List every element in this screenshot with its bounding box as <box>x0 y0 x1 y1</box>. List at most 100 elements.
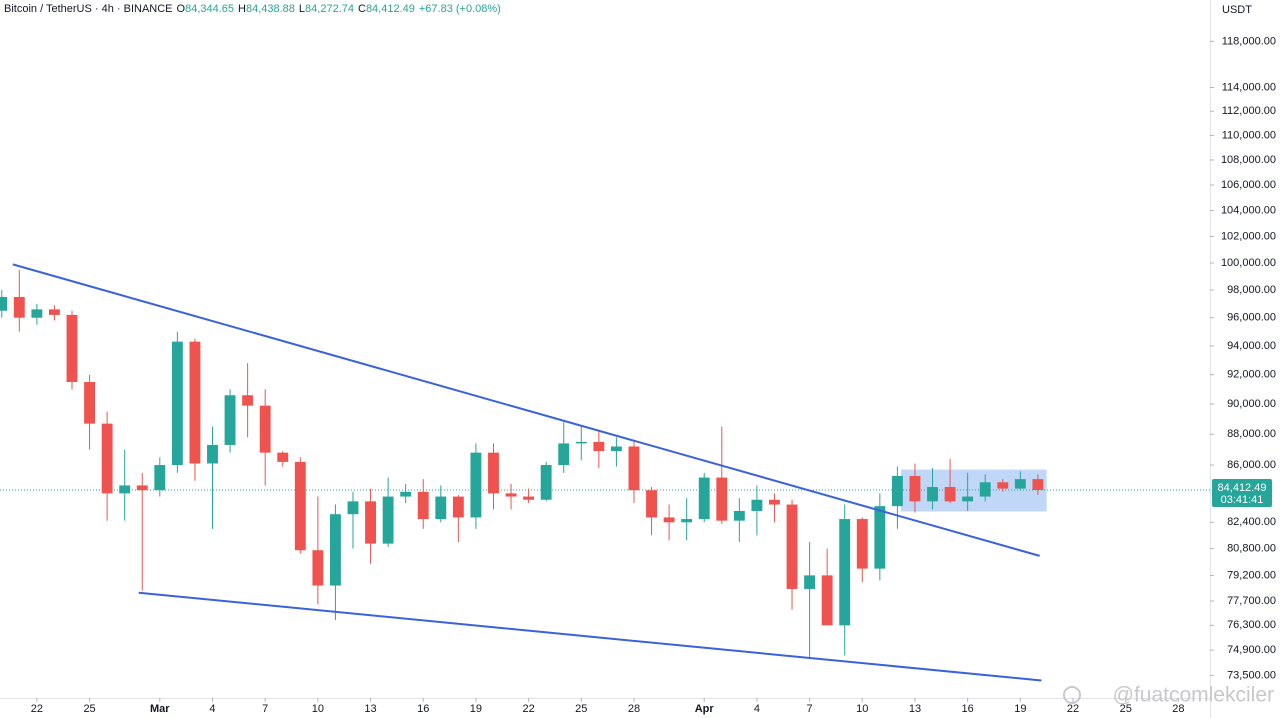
y-tick-label: 112,000.00 <box>1222 105 1276 117</box>
currency: USDT <box>1222 4 1252 16</box>
x-tick-label: Apr <box>695 703 715 715</box>
x-tick-label: 28 <box>1172 703 1184 715</box>
y-tick-label: 80,800.00 <box>1227 542 1276 554</box>
candle-body <box>382 496 394 544</box>
y-tick-label: 92,000.00 <box>1227 369 1276 381</box>
candle-body <box>891 475 903 507</box>
candle-body <box>769 499 780 505</box>
candle-body <box>189 341 201 464</box>
candle-body <box>154 465 166 491</box>
candle-body <box>435 496 447 520</box>
y-tick-label: 96,000.00 <box>1227 312 1276 324</box>
ohlc-value: 84,412.49 <box>366 3 415 15</box>
y-tick-label: 98,000.00 <box>1227 284 1276 296</box>
candle-body <box>909 475 921 502</box>
candle-body <box>558 443 570 466</box>
candle-body <box>365 501 376 544</box>
candle-body <box>136 485 148 491</box>
candle-body <box>1014 479 1026 489</box>
x-tick-label: 22 <box>31 703 43 715</box>
price-label: 84,412.49 <box>1218 482 1267 494</box>
candle-body <box>505 493 517 497</box>
y-tick-label: 73,500.00 <box>1227 669 1276 681</box>
y-tick-label: 118,000.00 <box>1222 35 1276 47</box>
x-tick-label: 10 <box>312 703 324 715</box>
y-tick-label: 74,900.00 <box>1227 644 1276 656</box>
candle-body <box>944 487 956 502</box>
ohlc-value: 84,344.65 <box>185 3 234 15</box>
candle-body <box>804 575 816 589</box>
y-tick-label: 90,000.00 <box>1227 398 1276 410</box>
y-tick-label: 110,000.00 <box>1222 129 1276 141</box>
candle-body <box>698 477 710 520</box>
countdown: 03:41:41 <box>1221 494 1264 506</box>
trendline <box>12 263 1040 557</box>
candle-body <box>628 446 640 491</box>
candle-body <box>927 487 938 502</box>
x-tick-label: 13 <box>909 703 921 715</box>
legend: Bitcoin / TetherUS · 4h · BINANCE O84,344… <box>4 3 501 15</box>
candle-body <box>312 550 324 586</box>
candle-body <box>470 452 482 518</box>
candle-body <box>839 519 851 626</box>
candle-body <box>488 452 499 494</box>
y-tick-label: 102,000.00 <box>1221 230 1276 242</box>
y-tick-label: 114,000.00 <box>1222 81 1276 93</box>
candle-body <box>593 441 605 452</box>
candle-body <box>101 423 113 494</box>
ohlc-key: H <box>238 3 246 15</box>
candle-body <box>119 485 131 494</box>
watermark-icon <box>1063 686 1081 704</box>
candle-body <box>66 314 78 383</box>
y-tick-label: 94,000.00 <box>1227 340 1276 352</box>
y-tick-label: 88,000.00 <box>1227 428 1276 440</box>
x-tick-label: 19 <box>470 703 482 715</box>
candle-body <box>417 491 429 520</box>
ohlc-value: 84,272.74 <box>305 3 354 15</box>
candle-body <box>347 501 359 515</box>
x-tick-label: 4 <box>209 703 215 715</box>
ohlc-key: L <box>299 3 305 15</box>
y-tick-label: 76,300.00 <box>1227 619 1276 631</box>
watermark: @fuatcomlekciler <box>1113 684 1274 707</box>
candle-body <box>13 296 25 318</box>
y-tick-label: 82,400.00 <box>1227 516 1276 528</box>
x-tick-label: 16 <box>962 703 974 715</box>
candle-body <box>452 496 464 518</box>
y-tick-label: 104,000.00 <box>1221 204 1276 216</box>
candle-body <box>610 446 622 452</box>
ohlc-key: O <box>177 3 186 15</box>
candle-body <box>523 496 535 500</box>
price-label-box <box>1212 478 1272 507</box>
candle-body <box>856 519 868 569</box>
candle-body <box>962 496 974 502</box>
candle-body <box>277 452 289 462</box>
candle-body <box>874 506 886 569</box>
trendline <box>138 591 1042 682</box>
candle-body <box>821 575 833 626</box>
x-tick-label: 16 <box>417 703 429 715</box>
x-tick-label: 25 <box>83 703 95 715</box>
y-tick-label: 79,200.00 <box>1227 569 1276 581</box>
ohlc-value: 84,438.88 <box>246 3 295 15</box>
x-tick-label: 7 <box>262 703 268 715</box>
x-tick-label: 28 <box>628 703 640 715</box>
candle-body <box>224 395 236 445</box>
candle-body <box>681 519 693 523</box>
x-tick-label: 19 <box>1014 703 1026 715</box>
candle-body <box>751 499 763 511</box>
candle-body <box>207 444 218 464</box>
candle-body <box>259 405 271 453</box>
candle-body <box>575 441 587 444</box>
candle-body <box>997 482 1009 489</box>
symbol: Bitcoin / TetherUS · 4h · BINANCE <box>4 3 173 15</box>
candle-body <box>31 309 43 318</box>
candle-body <box>663 517 675 523</box>
candle-body <box>171 341 183 466</box>
y-tick-label: 100,000.00 <box>1221 257 1276 269</box>
x-tick-label: 7 <box>807 703 813 715</box>
candle-body <box>294 461 306 551</box>
x-tick-label: 25 <box>575 703 587 715</box>
